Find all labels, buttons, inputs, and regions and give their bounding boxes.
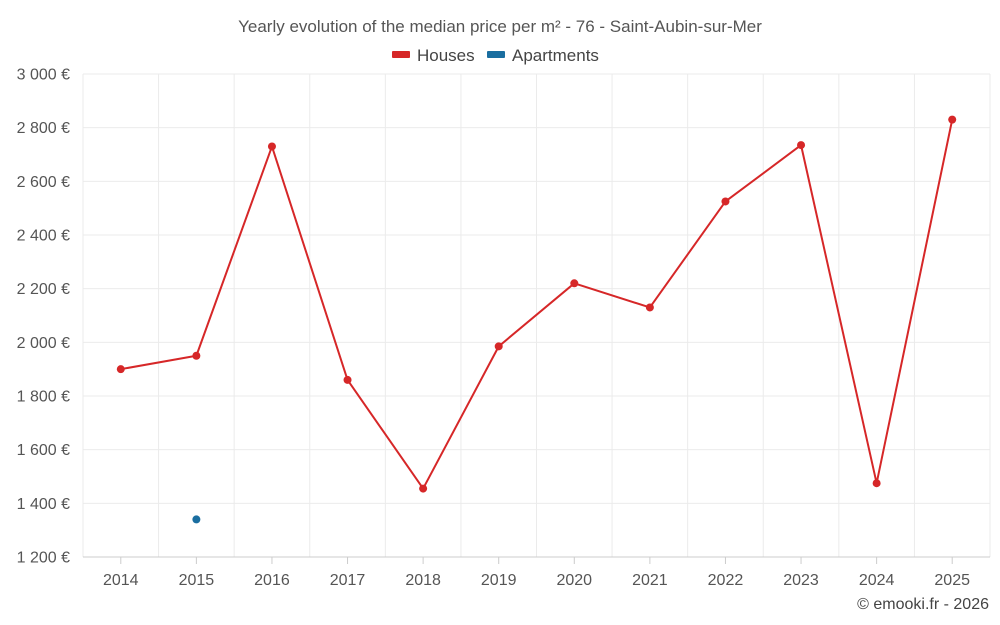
legend-swatch-houses xyxy=(392,51,410,58)
x-tick-label: 2016 xyxy=(254,572,290,589)
legend-label-houses: Houses xyxy=(417,46,475,65)
legend-item-apartments[interactable]: Apartments xyxy=(487,46,599,65)
y-tick-label: 1 400 € xyxy=(17,496,70,513)
chart-title: Yearly evolution of the median price per… xyxy=(238,17,762,36)
series-layer xyxy=(116,115,957,524)
y-tick-label: 1 600 € xyxy=(17,442,70,459)
data-point-houses[interactable] xyxy=(116,365,125,374)
y-axis-ticks: 1 200 € 1 400 € 1 600 € 1 800 € 2 000 € 2 200… xyxy=(17,67,70,567)
x-tick-label: 2021 xyxy=(632,572,668,589)
x-tick-label: 2014 xyxy=(103,572,139,589)
x-tick-label: 2024 xyxy=(859,572,895,589)
y-tick-label: 1 800 € xyxy=(17,389,70,406)
legend-swatch-apartments xyxy=(487,51,505,58)
grid-vertical xyxy=(82,74,991,557)
x-tick-label: 2017 xyxy=(330,572,366,589)
legend-label-apartments: Apartments xyxy=(512,46,599,65)
x-tick-label: 2015 xyxy=(179,572,215,589)
y-tick-label: 2 800 € xyxy=(17,120,70,137)
y-tick-label: 2 600 € xyxy=(17,174,70,191)
x-tick-label: 2025 xyxy=(934,572,970,589)
data-point-houses[interactable] xyxy=(872,479,881,488)
data-point-houses[interactable] xyxy=(797,141,806,150)
credit-text: © emooki.fr - 2026 xyxy=(857,596,989,613)
legend: Houses Apartments xyxy=(392,46,599,65)
y-tick-label: 2 000 € xyxy=(17,335,70,352)
data-point-houses[interactable] xyxy=(419,484,428,493)
data-point-apartments[interactable] xyxy=(192,515,201,524)
data-point-houses[interactable] xyxy=(948,115,957,124)
x-tick-label: 2023 xyxy=(783,572,819,589)
y-tick-label: 2 200 € xyxy=(17,281,70,298)
x-tick-label: 2022 xyxy=(708,572,744,589)
series-line-houses xyxy=(120,119,954,490)
x-tick-label: 2019 xyxy=(481,572,517,589)
legend-item-houses[interactable]: Houses xyxy=(392,46,475,65)
y-tick-label: 3 000 € xyxy=(17,67,70,84)
data-point-houses[interactable] xyxy=(721,197,730,206)
data-point-houses[interactable] xyxy=(267,142,276,151)
data-point-houses[interactable] xyxy=(645,303,654,312)
data-point-houses[interactable] xyxy=(192,351,201,360)
y-tick-label: 2 400 € xyxy=(17,228,70,245)
data-point-houses[interactable] xyxy=(570,279,579,288)
y-tick-label: 1 200 € xyxy=(17,550,70,567)
x-tick-label: 2018 xyxy=(405,572,441,589)
x-axis-ticks: 2014 2015 2016 2017 2018 2019 2020 2021 2022 2023… xyxy=(103,557,970,589)
data-point-houses[interactable] xyxy=(343,375,352,384)
data-point-houses[interactable] xyxy=(494,342,503,351)
x-tick-label: 2020 xyxy=(556,572,592,589)
